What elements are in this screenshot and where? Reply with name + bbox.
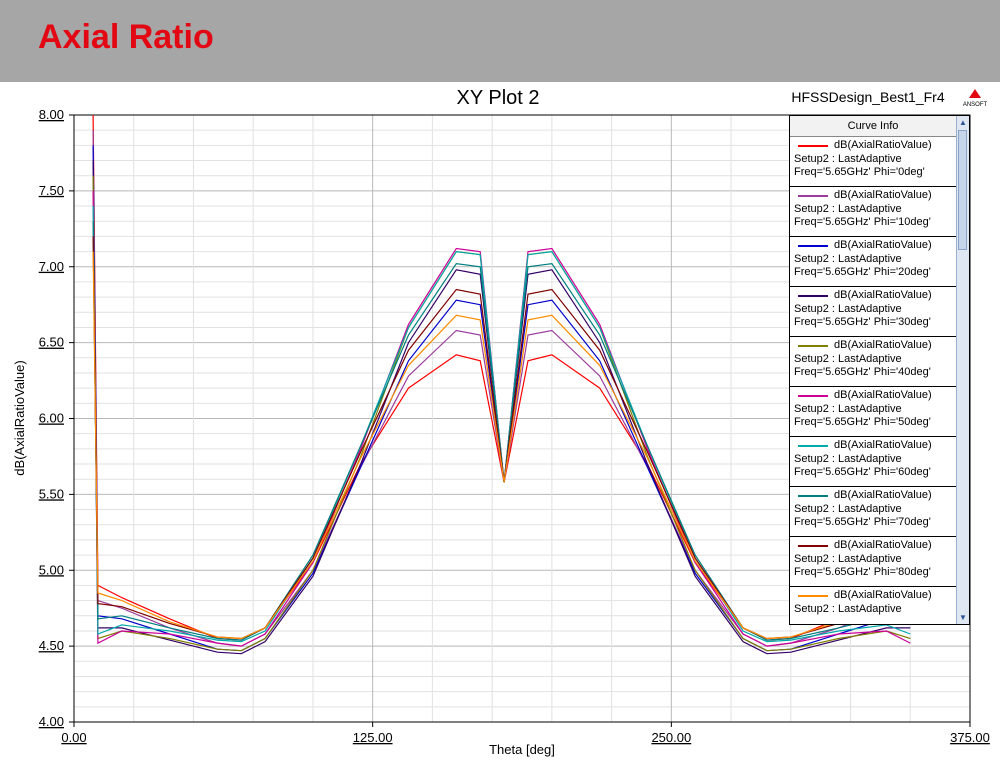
x-axis-label: Theta [deg]: [489, 742, 555, 757]
legend-name: dB(AxialRatioValue): [834, 189, 932, 201]
legend-entry[interactable]: dB(AxialRatioValue) Setup2 : LastAdaptive…: [790, 287, 956, 337]
legend-swatch: [798, 245, 828, 247]
legend-setup: Setup2 : LastAdaptive: [794, 453, 902, 465]
legend-name: dB(AxialRatioValue): [834, 239, 932, 251]
y-tick-label: 6.50: [39, 335, 64, 350]
legend-setup: Setup2 : LastAdaptive: [794, 253, 902, 265]
legend-name: dB(AxialRatioValue): [834, 489, 932, 501]
legend-freq: Freq='5.65GHz' Phi='40deg': [794, 366, 931, 378]
legend-setup: Setup2 : LastAdaptive: [794, 553, 902, 565]
plot-title: XY Plot 2: [456, 87, 539, 109]
ansoft-logo: ANSOFT: [963, 89, 988, 108]
legend-entry[interactable]: dB(AxialRatioValue) Setup2 : LastAdaptive…: [790, 337, 956, 387]
legend-freq: Freq='5.65GHz' Phi='30deg': [794, 316, 931, 328]
y-tick-label: 5.50: [39, 486, 64, 501]
legend-swatch: [798, 445, 828, 447]
x-tick-label: 0.00: [61, 730, 86, 745]
legend-name: dB(AxialRatioValue): [834, 139, 932, 151]
y-tick-label: 7.50: [39, 183, 64, 198]
legend-entry[interactable]: dB(AxialRatioValue) Setup2 : LastAdaptive…: [790, 387, 956, 437]
scroll-up-icon[interactable]: ▲: [959, 118, 967, 127]
legend-setup: Setup2 : LastAdaptive: [794, 303, 902, 315]
legend-entry[interactable]: dB(AxialRatioValue) Setup2 : LastAdaptive: [790, 587, 956, 624]
legend-entry[interactable]: dB(AxialRatioValue) Setup2 : LastAdaptive…: [790, 137, 956, 187]
legend-name: dB(AxialRatioValue): [834, 339, 932, 351]
legend-setup: Setup2 : LastAdaptive: [794, 353, 902, 365]
series-line-7: [92, 221, 911, 641]
y-axis-label: dB(AxialRatioValue): [12, 360, 27, 475]
legend-freq: Freq='5.65GHz' Phi='10deg': [794, 216, 931, 228]
legend-entry[interactable]: dB(AxialRatioValue) Setup2 : LastAdaptive…: [790, 487, 956, 537]
legend-entry[interactable]: dB(AxialRatioValue) Setup2 : LastAdaptive…: [790, 437, 956, 487]
legend-entry[interactable]: dB(AxialRatioValue) Setup2 : LastAdaptive…: [790, 237, 956, 287]
legend-name: dB(AxialRatioValue): [834, 439, 932, 451]
design-name: HFSSDesign_Best1_Fr4: [791, 89, 945, 105]
legend-name: dB(AxialRatioValue): [834, 589, 932, 601]
legend-name: dB(AxialRatioValue): [834, 539, 932, 551]
legend-swatch: [798, 145, 828, 147]
legend-entry[interactable]: dB(AxialRatioValue) Setup2 : LastAdaptive…: [790, 187, 956, 237]
legend-swatch: [798, 545, 828, 547]
legend-swatch: [798, 595, 828, 597]
slide-title: Axial Ratio: [38, 18, 214, 56]
scroll-down-icon[interactable]: ▼: [959, 613, 967, 622]
curve-info-legend[interactable]: Curve Info dB(AxialRatioValue) Setup2 : L…: [789, 115, 970, 625]
legend-swatch: [798, 345, 828, 347]
legend-setup: Setup2 : LastAdaptive: [794, 153, 902, 165]
legend-freq: Freq='5.65GHz' Phi='60deg': [794, 466, 931, 478]
legend-setup: Setup2 : LastAdaptive: [794, 603, 902, 615]
legend-setup: Setup2 : LastAdaptive: [794, 503, 902, 515]
legend-entries: dB(AxialRatioValue) Setup2 : LastAdaptive…: [790, 137, 969, 624]
legend-scrollbar[interactable]: ▲ ▼: [956, 116, 969, 624]
legend-swatch: [798, 295, 828, 297]
legend-setup: Setup2 : LastAdaptive: [794, 403, 902, 415]
y-tick-label: 6.00: [39, 411, 64, 426]
legend-name: dB(AxialRatioValue): [834, 289, 932, 301]
x-tick-label: 250.00: [651, 730, 691, 745]
legend-setup: Setup2 : LastAdaptive: [794, 203, 902, 215]
legend-freq: Freq='5.65GHz' Phi='0deg': [794, 166, 925, 178]
series-line-6: [92, 205, 911, 643]
scroll-thumb[interactable]: [958, 130, 967, 250]
y-tick-label: 4.00: [39, 714, 64, 729]
y-tick-label: 5.00: [39, 562, 64, 577]
legend-swatch: [798, 495, 828, 497]
legend-swatch: [798, 195, 828, 197]
legend-freq: Freq='5.65GHz' Phi='70deg': [794, 516, 931, 528]
legend-swatch: [798, 395, 828, 397]
legend-freq: Freq='5.65GHz' Phi='20deg': [794, 266, 931, 278]
series-group: [92, 114, 911, 655]
legend-entry[interactable]: dB(AxialRatioValue) Setup2 : LastAdaptive…: [790, 537, 956, 587]
legend-freq: Freq='5.65GHz' Phi='80deg': [794, 566, 931, 578]
legend-freq: Freq='5.65GHz' Phi='50deg': [794, 416, 931, 428]
legend-name: dB(AxialRatioValue): [834, 389, 932, 401]
y-tick-label: 8.00: [39, 107, 64, 122]
y-tick-label: 7.00: [39, 259, 64, 274]
logo-text: ANSOFT: [963, 102, 988, 108]
x-tick-label: 125.00: [353, 730, 393, 745]
tick-labels: 4.00 4.50 5.00 5.50 6.00 6.50 7.00 7.50 8.00 0.00…: [39, 107, 990, 745]
y-tick-label: 4.50: [39, 638, 64, 653]
x-tick-label: 375.00: [950, 730, 990, 745]
slide-banner: Axial Ratio: [0, 0, 1000, 82]
legend-title: Curve Info: [790, 116, 956, 137]
series-line-9: [92, 251, 911, 640]
